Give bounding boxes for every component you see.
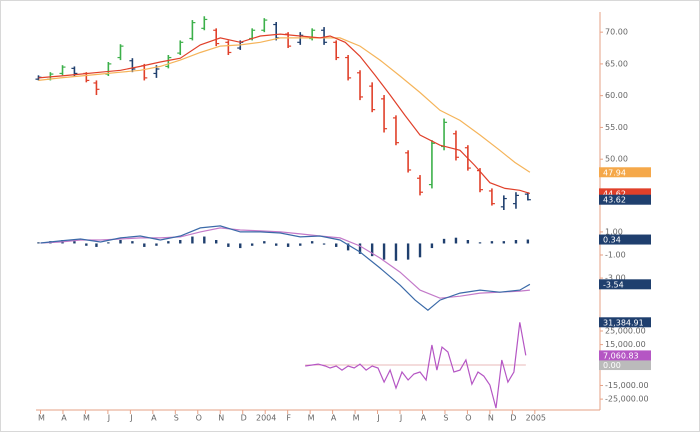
histogram-bar — [191, 236, 194, 244]
x-tick-label: F — [286, 414, 291, 423]
series-line — [305, 322, 527, 409]
histogram-bar — [322, 243, 326, 245]
histogram-bar — [346, 243, 350, 251]
value-box — [599, 279, 651, 290]
value-box-label: 31,384.91 — [603, 318, 644, 327]
histogram-bar — [466, 240, 470, 244]
series-line — [40, 227, 530, 299]
y-tick-label: -15,000.00 — [605, 381, 649, 390]
x-tick-label: A — [151, 414, 157, 423]
series-line — [38, 33, 531, 194]
histogram-bar — [95, 243, 98, 247]
x-tick-label: J — [376, 414, 379, 423]
histogram-bar — [310, 241, 314, 244]
histogram-bar — [167, 241, 170, 244]
histogram-bar — [143, 243, 146, 247]
value-box — [599, 234, 651, 245]
value-box-label: 44.62 — [603, 189, 626, 198]
histogram-bar — [131, 241, 134, 244]
histogram-bar — [73, 241, 76, 244]
histogram-bar — [286, 243, 290, 247]
x-tick-label: A — [421, 414, 427, 423]
histogram-bar — [370, 243, 374, 257]
y-tick-label: 60.00 — [605, 91, 628, 100]
x-tick-label: A — [331, 414, 337, 423]
x-tick-label: S — [174, 414, 179, 423]
x-tick-label: M — [83, 414, 90, 423]
x-tick-label: S — [443, 414, 448, 423]
x-tick-label: J — [129, 414, 132, 423]
histogram-bar — [502, 241, 506, 244]
histogram-bar — [37, 242, 40, 244]
histogram-bar — [155, 243, 158, 246]
y-tick-label: -3.00 — [605, 274, 626, 283]
x-tick-label: J — [399, 414, 402, 423]
histogram-bar — [335, 243, 338, 247]
value-box — [599, 188, 651, 199]
x-tick-label: N — [218, 414, 224, 423]
series-line — [40, 225, 531, 311]
x-tick-label: M — [38, 414, 45, 423]
value-box — [599, 167, 651, 178]
histogram-bar — [478, 242, 482, 244]
histogram-bar — [119, 240, 122, 244]
histogram-bar — [179, 240, 182, 244]
x-tick-label: D — [510, 414, 516, 423]
y-tick-label: 25,000.00 — [605, 326, 646, 335]
value-box-label: 47.94 — [603, 168, 626, 177]
y-tick-label: 70.00 — [605, 28, 628, 37]
histogram-bar — [454, 237, 458, 244]
y-tick-label: 65.00 — [605, 59, 628, 68]
x-tick-label: N — [488, 414, 494, 423]
histogram-bar — [418, 243, 422, 258]
x-tick-label: A — [61, 414, 67, 423]
histogram-bar — [406, 243, 410, 260]
histogram-bar — [514, 240, 518, 244]
value-box-label: 0.34 — [603, 236, 621, 245]
x-tick-label: 2004 — [256, 414, 276, 423]
value-box-label: 43.62 — [603, 196, 626, 205]
x-tick-label: M — [353, 414, 360, 423]
histogram-bar — [263, 241, 266, 244]
y-tick-label: -1.00 — [605, 251, 626, 260]
value-box — [599, 350, 651, 361]
histogram-bar — [239, 243, 242, 249]
histogram-bar — [203, 236, 206, 244]
histogram-bar — [85, 243, 88, 246]
histogram-bar — [430, 243, 434, 249]
histogram-bar — [382, 243, 386, 260]
x-tick-label: 2005 — [526, 414, 546, 423]
value-box-label: 7,060.83 — [603, 351, 639, 360]
value-box — [599, 317, 651, 328]
histogram-bar — [358, 243, 362, 254]
histogram-bar — [490, 241, 494, 244]
value-box-label: 0.00 — [603, 361, 621, 370]
value-box-label: -3.54 — [603, 280, 624, 289]
y-tick-label: 15,000.00 — [605, 340, 646, 349]
y-tick-label: -25,000.00 — [605, 395, 649, 404]
histogram-bar — [442, 238, 446, 244]
histogram-bar — [107, 242, 110, 244]
x-tick-label: O — [465, 414, 471, 423]
histogram-bar — [227, 243, 230, 247]
histogram-bar — [526, 239, 530, 244]
value-box — [599, 360, 651, 371]
histogram-bar — [250, 243, 254, 246]
histogram-bar — [394, 243, 398, 261]
y-tick-label: 55.00 — [605, 123, 628, 132]
x-tick-label: O — [196, 414, 202, 423]
histogram-bar — [275, 243, 278, 246]
series-line — [38, 37, 531, 173]
x-tick-label: D — [241, 414, 247, 423]
histogram-bar — [299, 243, 302, 246]
value-box — [599, 194, 651, 205]
x-tick-label: J — [107, 414, 110, 423]
y-tick-label: 1.00 — [605, 227, 623, 236]
x-tick-label: M — [308, 414, 315, 423]
histogram-bar — [215, 240, 218, 244]
y-tick-label: 50.00 — [605, 155, 628, 164]
